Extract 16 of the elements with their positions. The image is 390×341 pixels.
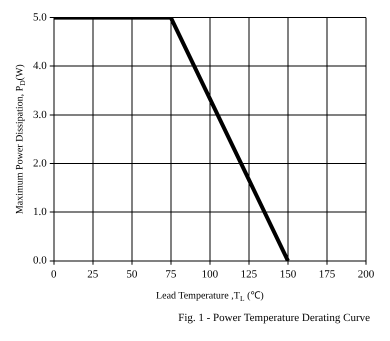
y-tick-label: 4.0 bbox=[33, 60, 48, 72]
x-tick-label: 50 bbox=[126, 268, 138, 280]
y-tick-label: 1.0 bbox=[33, 206, 48, 218]
y-tick-label: 2.0 bbox=[33, 157, 48, 170]
x-tick-label: 125 bbox=[240, 268, 258, 280]
x-tick-label: 75 bbox=[165, 268, 177, 280]
x-tick-label: 200 bbox=[358, 268, 375, 280]
y-tick-label: 3.0 bbox=[33, 108, 48, 121]
x-tick-label: 175 bbox=[318, 268, 336, 280]
caption: Fig. 1 - Power Temperature Derating Curve bbox=[177, 312, 371, 324]
y-tick-label: 0.0 bbox=[33, 254, 48, 267]
x-tick-label: 0 bbox=[51, 268, 57, 280]
y-tick-label: 5.0 bbox=[33, 11, 48, 24]
x-tick-label: 150 bbox=[280, 268, 297, 280]
x-tick-label: 25 bbox=[87, 268, 99, 280]
x-tick-label: 100 bbox=[202, 268, 219, 280]
